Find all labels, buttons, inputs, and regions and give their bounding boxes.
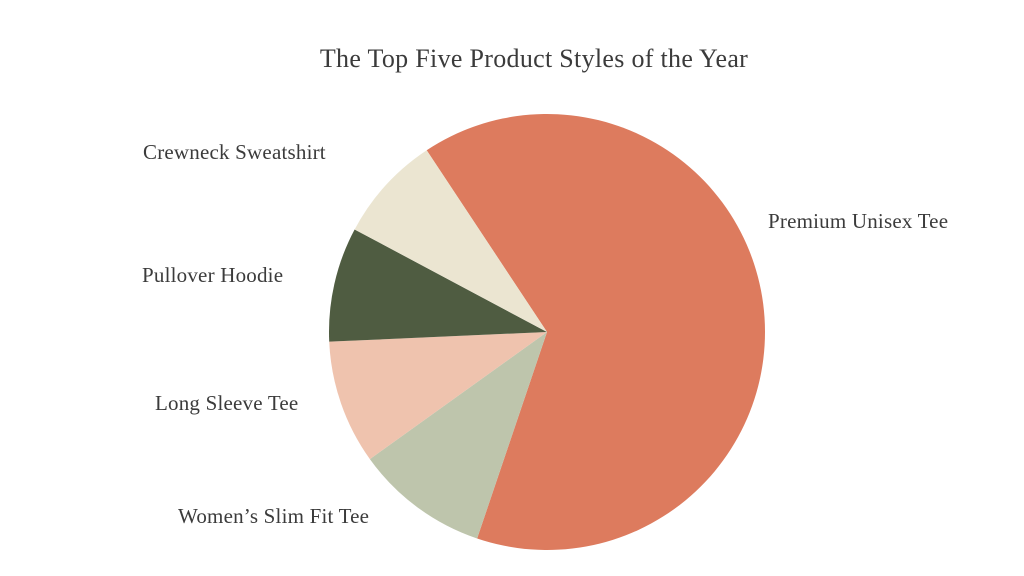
slice-label-premium-unisex-tee: Premium Unisex Tee xyxy=(768,209,949,233)
pie-slice-1 xyxy=(369,332,547,539)
chart-title: The Top Five Product Styles of the Year xyxy=(319,44,749,73)
slice-label-womens-slim-fit-tee: Women’s Slim Fit Tee xyxy=(178,504,370,528)
pie-slice-4 xyxy=(354,150,547,332)
slice-label-crewneck-sweatshirt: Crewneck Sweatshirt xyxy=(143,140,326,164)
slice-label-long-sleeve-tee: Long Sleeve Tee xyxy=(155,391,299,415)
slice-label-pullover-hoodie: Pullover Hoodie xyxy=(142,263,284,287)
pie-slice-3 xyxy=(328,229,547,342)
pie-slice-0 xyxy=(426,113,766,550)
pie-slice-2 xyxy=(329,332,547,460)
